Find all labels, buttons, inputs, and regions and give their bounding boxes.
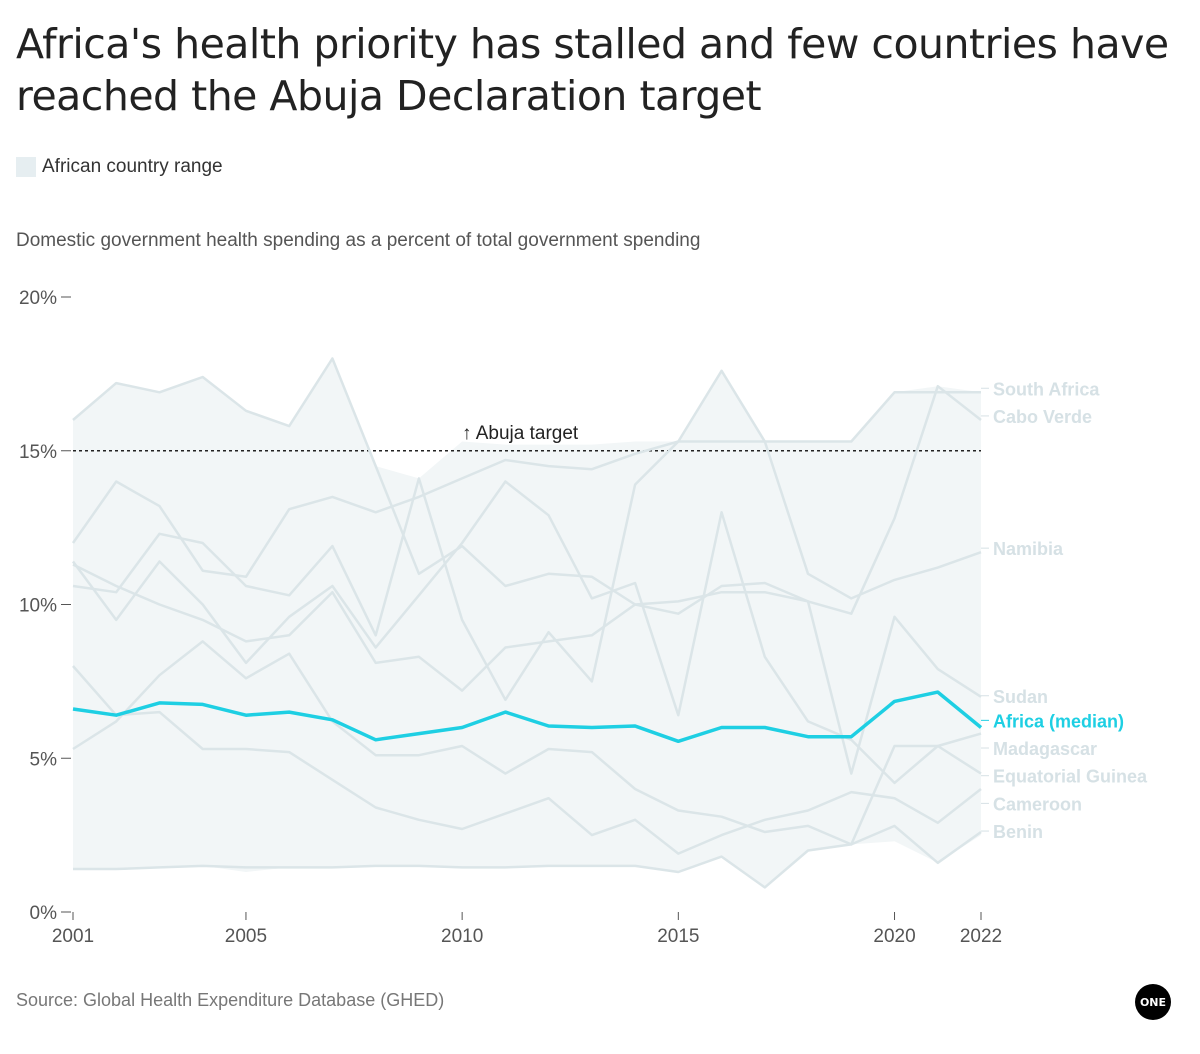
country-end-label: Cameroon xyxy=(993,794,1082,814)
series-line-equatorial-guinea xyxy=(72,640,982,846)
median-line xyxy=(72,690,983,744)
country-end-label: Benin xyxy=(993,822,1043,842)
median-end-label: Africa (median) xyxy=(993,711,1124,731)
source-note: Source: Global Health Expenditure Databa… xyxy=(16,990,445,1010)
legend-range-label: African country range xyxy=(42,156,223,177)
country-range-band xyxy=(73,358,981,888)
chart-subtitle: Domestic government health spending as a… xyxy=(16,230,701,251)
y-tick-label: 10% xyxy=(19,596,57,617)
x-tick-label: 2005 xyxy=(225,926,267,947)
x-tick-label: 2022 xyxy=(960,926,1002,947)
series-line-madagascar xyxy=(71,480,982,785)
legend: African country range xyxy=(16,156,223,178)
country-end-label: Namibia xyxy=(993,539,1064,559)
one-logo: ONE xyxy=(1135,984,1171,1020)
chart-title: Africa's health priority has stalled and… xyxy=(16,20,1169,120)
y-tick-label: 20% xyxy=(19,288,57,309)
series-line-sudan xyxy=(72,563,982,775)
country-end-label: Cabo Verde xyxy=(993,407,1092,427)
series-line-south-africa xyxy=(71,391,981,579)
x-tick-label: 2001 xyxy=(52,926,94,947)
series-line-cameroon xyxy=(72,665,982,855)
series-line-benin xyxy=(73,824,982,889)
y-tick-label: 15% xyxy=(19,442,57,463)
x-tick-label: 2020 xyxy=(873,926,915,947)
series-line-cabo-verde xyxy=(72,357,982,615)
x-tick-label: 2015 xyxy=(657,926,699,947)
country-end-label: Sudan xyxy=(993,687,1048,707)
y-tick-label: 5% xyxy=(30,749,58,770)
y-tick-label: 0% xyxy=(30,903,58,924)
line-chart: ↑ Abuja target 0% 5% 10% 15% 20% 2001 2005 2010… xyxy=(19,288,1148,947)
country-end-label: Madagascar xyxy=(993,739,1097,759)
x-tick-label: 2010 xyxy=(441,926,483,947)
legend-range-swatch xyxy=(16,157,36,177)
abuja-target-label: ↑ Abuja target xyxy=(462,423,579,444)
country-end-label: South Africa xyxy=(993,379,1100,399)
series-line-namibia xyxy=(72,369,982,702)
country-end-label: Equatorial Guinea xyxy=(993,767,1148,787)
